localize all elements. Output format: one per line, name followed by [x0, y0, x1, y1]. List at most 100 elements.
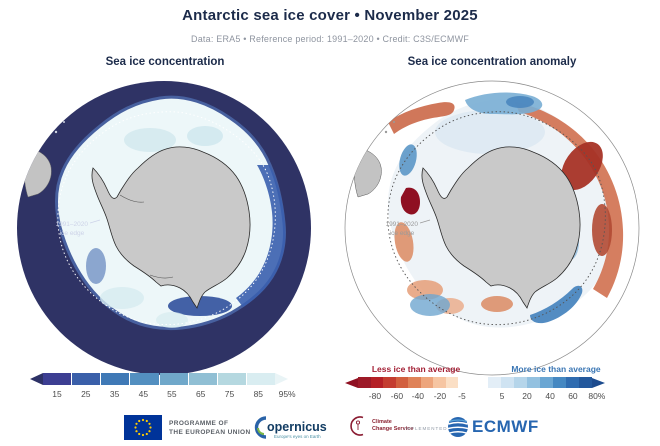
tick-label: -20 — [433, 391, 447, 401]
edge-label-leader — [419, 219, 431, 224]
colorbar-segment — [445, 377, 458, 388]
tick-label: -5 — [458, 391, 466, 401]
tick-label: 95% — [278, 389, 296, 399]
concentration-map: 1991–2020 ice edge — [17, 81, 311, 375]
eu-programme-line1: PROGRAMME OF — [169, 420, 229, 427]
median-ice-edge-line — [387, 111, 606, 326]
right-map-title: Sea ice concentration anomaly — [407, 56, 577, 68]
colorbar-segment — [527, 377, 540, 388]
pale-blue-patch — [435, 110, 545, 154]
tick-label: 80% — [588, 391, 606, 401]
island-dot — [63, 121, 65, 123]
anomaly-zero-gap — [458, 377, 488, 388]
tick-label: 40 — [545, 391, 555, 401]
c3s-line2: Change Service — [372, 426, 414, 432]
colorbar-segment — [540, 377, 553, 388]
anomaly-blue-segments — [488, 377, 592, 388]
colorbar-segment — [159, 373, 188, 385]
concentration-arrow-right — [275, 373, 288, 385]
anomaly-arrow-left — [345, 377, 358, 388]
tick-label: 60 — [568, 391, 578, 401]
c3s-roundel-icon — [350, 416, 364, 436]
tick-label: -80 — [368, 391, 382, 401]
copernicus-swoosh — [254, 416, 267, 439]
c3s-line1: Climate — [372, 418, 392, 425]
eu-stars — [134, 418, 152, 437]
concentration-tick-labels: 15 25 35 45 55 65 75 85 95% — [30, 389, 330, 399]
tick-label: 55 — [167, 389, 177, 399]
colorbar-segment — [130, 373, 159, 385]
antarctica — [421, 146, 581, 309]
median-edge-label-line1: 1991–2020 — [55, 221, 88, 228]
colorbar-segment — [433, 377, 446, 388]
copernicus-tagline: Europe's eyes on Earth — [274, 434, 321, 439]
colorbar-segment — [553, 377, 566, 388]
c3s-label: Climate Change Service — [372, 419, 413, 433]
colorbar-segment — [488, 377, 501, 388]
eu-programme-line2: THE EUROPEAN UNION — [169, 429, 251, 437]
concentration-colorbar — [30, 373, 330, 385]
tick-label: 15 — [52, 389, 62, 399]
ice-shelf-edges — [119, 194, 174, 279]
island-dot — [54, 130, 58, 134]
tick-label: 65 — [195, 389, 206, 399]
implemented-by-label: IMPLEMENTED BY — [404, 426, 458, 431]
eu-programme-label: PROGRAMME OF THE EUROPEAN UNION — [169, 419, 251, 437]
ecmwf-wordmark: ECMWF — [472, 417, 539, 436]
colorbar-segment — [420, 377, 433, 388]
copernicus-swoosh-green — [257, 427, 265, 435]
logo-bar: PROGRAMME OF THE EUROPEAN UNION opernicu… — [0, 412, 660, 446]
tick-label: -40 — [411, 391, 425, 401]
ecmwf-globe-icon — [447, 417, 469, 437]
antarctica — [91, 146, 251, 309]
tick-label: 25 — [81, 389, 91, 399]
colorbar-segment — [72, 373, 101, 385]
colorbar-segment — [358, 377, 371, 388]
colorbar-segment — [101, 373, 130, 385]
figure-subtitle: Data: ERA5 • Reference period: 1991–2020… — [191, 34, 469, 44]
colorbar-segment — [217, 373, 246, 385]
concentration-arrow-left — [30, 373, 43, 385]
colorbar-segment — [566, 377, 579, 388]
eu-flag-logo — [124, 415, 162, 440]
anomaly-tick-labels: -80 -60 -40 -20 -5 5 20 40 60 80% — [345, 391, 617, 401]
median-edge-label-line2: ice edge — [60, 230, 85, 237]
concentration-segments — [43, 373, 275, 385]
island-dot — [393, 121, 395, 123]
anomaly-red-segments — [358, 377, 458, 388]
ecmwf-logo: ECMWF — [447, 416, 539, 438]
copernicus-wordmark: opernicus — [267, 420, 327, 434]
colorbar-segment — [514, 377, 527, 388]
colorbar-segment — [43, 373, 72, 385]
colorbar-segment — [383, 377, 396, 388]
left-map-title: Sea ice concentration — [105, 56, 225, 68]
colorbar-segment — [246, 373, 275, 385]
tick-label: -60 — [390, 391, 404, 401]
climate-change-service-logo: Climate Change Service — [347, 415, 413, 437]
colorbar-segment — [370, 377, 383, 388]
tick-label: 5 — [499, 391, 505, 401]
anomaly-map: 1991–2020 ice edge — [344, 80, 640, 376]
tick-label: 75 — [224, 389, 235, 399]
median-ice-edge-line — [57, 111, 276, 326]
tick-label: 20 — [522, 391, 532, 401]
colorbar-segment — [501, 377, 514, 388]
colorbar-segment — [395, 377, 408, 388]
copernicus-logo: opernicus Europe's eyes on Earth — [254, 416, 327, 439]
island-dot — [384, 130, 388, 134]
legend-less-ice: Less ice than average — [371, 364, 461, 374]
colorbar-segment — [579, 377, 592, 388]
median-edge-label-line2: ice edge — [390, 230, 415, 237]
legend-more-ice: More ice than average — [511, 364, 601, 374]
colorbar-segment — [188, 373, 217, 385]
colorbar-segment — [408, 377, 421, 388]
tick-label: 45 — [138, 389, 149, 399]
edge-label-leader — [89, 219, 101, 224]
tick-label: 35 — [109, 389, 120, 399]
median-edge-label-line1: 1991–2020 — [385, 221, 418, 228]
figure-title: Antarctic sea ice cover • November 2025 — [182, 7, 478, 24]
tick-label: 85 — [253, 389, 264, 399]
anomaly-arrow-right — [592, 377, 605, 388]
anomaly-colorbar — [345, 377, 617, 388]
